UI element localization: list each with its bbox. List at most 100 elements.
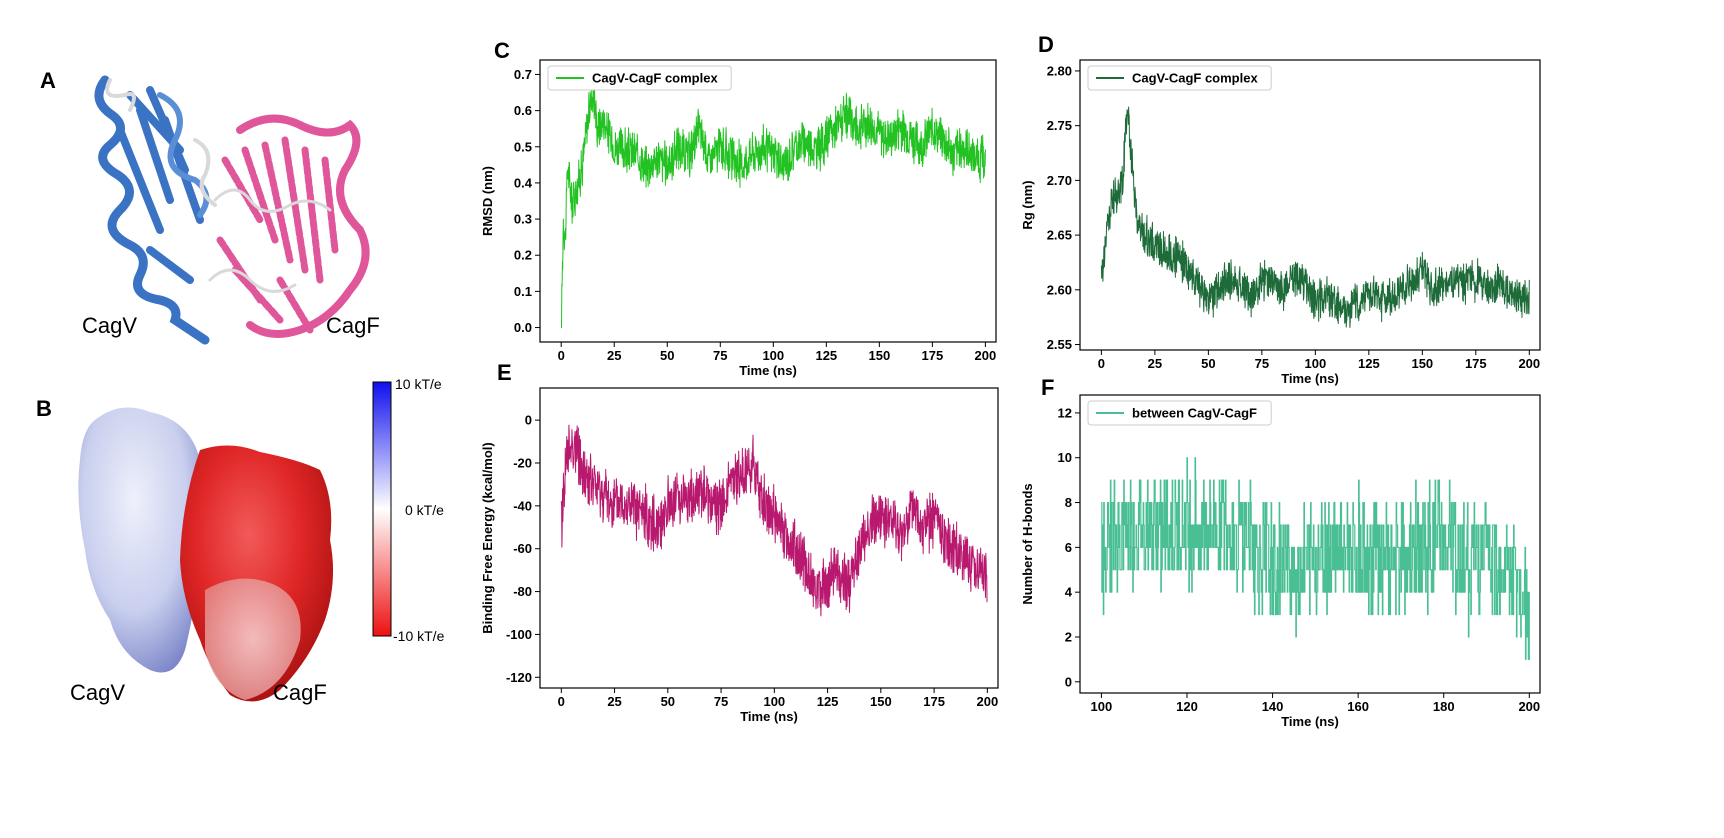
- series-line: [560, 424, 988, 617]
- y-tick-label: 4: [1065, 585, 1073, 600]
- x-tick-label: 150: [870, 694, 892, 709]
- y-tick-label: -40: [513, 498, 532, 513]
- colorbar-mid-label: 0 kT/e: [405, 502, 444, 518]
- x-tick-label: 25: [607, 694, 621, 709]
- panel-label-b: B: [36, 396, 52, 421]
- x-tick-label: 125: [815, 348, 837, 363]
- cagf-ribbon: [208, 114, 370, 338]
- series-line: [1100, 106, 1530, 329]
- x-tick-label: 50: [661, 694, 675, 709]
- panel-b: B CagV CagF 10 kT/e 0 kT/e -10 kT/e: [36, 376, 445, 705]
- y-tick-label: 2.75: [1047, 118, 1072, 133]
- x-tick-label: 75: [714, 694, 728, 709]
- rg-chart: 0 25 50 75 100 125 150 175 200 2.55 2.60 2.65 2.70 2.…: [1020, 59, 1541, 386]
- hbond-chart: 100 120 140 160 180 200 0 2 4 6 8 10 12 Time (ns) Numb…: [1020, 394, 1541, 729]
- x-tick-label: 150: [1411, 356, 1433, 371]
- legend-box: [547, 65, 732, 91]
- y-tick-label: 0: [1065, 674, 1072, 689]
- plot-frame: [539, 59, 997, 343]
- cagf-label-b: CagF: [273, 680, 327, 705]
- panel-label-c: C: [494, 38, 510, 63]
- y-tick-label: 0.5: [514, 139, 532, 154]
- y-tick-label: 6: [1065, 540, 1072, 555]
- legend: CagV-CagF complex: [547, 65, 732, 91]
- x-tick-label: 0: [558, 348, 565, 363]
- colorbar-top-label: 10 kT/e: [395, 376, 442, 392]
- cagv-label-b: CagV: [70, 680, 125, 705]
- panel-label-f: F: [1041, 375, 1054, 400]
- binding-energy-chart: 0 25 50 75 100 125 150 175 200 -120 -100 -80 -60 -40 -…: [480, 387, 999, 724]
- x-tick-label: 150: [868, 348, 890, 363]
- legend-label: CagV-CagF complex: [592, 71, 718, 86]
- x-tick-label: 100: [762, 348, 784, 363]
- x-tick-label: 25: [607, 348, 621, 363]
- x-tick-label: 0: [558, 694, 565, 709]
- x-tick-label: 75: [713, 348, 727, 363]
- panel-label-a: A: [40, 68, 56, 93]
- cagv-label-a: CagV: [82, 313, 137, 338]
- colorbar: [372, 381, 392, 637]
- x-tick-label: 200: [975, 348, 997, 363]
- y-tick-label: 8: [1065, 495, 1072, 510]
- x-axis-label: Time (ns): [740, 709, 798, 724]
- y-tick-label: -120: [506, 670, 532, 685]
- y-tick-label: 0.1: [514, 284, 532, 299]
- x-tick-label: 175: [923, 694, 945, 709]
- x-axis-label: Time (ns): [1281, 371, 1339, 386]
- x-tick-label: 140: [1262, 699, 1284, 714]
- y-tick-label: 0.7: [514, 67, 532, 82]
- cagf-surface-pale: [205, 578, 301, 700]
- y-tick-label: -100: [506, 627, 532, 642]
- plot-frame: [1079, 59, 1541, 351]
- y-axis-label: Rg (nm): [1020, 180, 1035, 229]
- x-tick-label: 180: [1433, 699, 1455, 714]
- y-tick-label: 0.0: [514, 320, 532, 335]
- cagv-ribbon: [94, 75, 217, 345]
- legend-label: between CagV-CagF: [1132, 406, 1257, 421]
- x-tick-label: 50: [660, 348, 674, 363]
- x-tick-label: 100: [1091, 699, 1113, 714]
- x-axis-label: Time (ns): [1281, 714, 1339, 729]
- series-line: [561, 81, 986, 329]
- x-tick-label: 75: [1255, 356, 1269, 371]
- x-tick-label: 100: [763, 694, 785, 709]
- panel-label-d: D: [1038, 32, 1054, 57]
- x-tick-label: 100: [1304, 356, 1326, 371]
- legend-box: [1087, 65, 1272, 91]
- y-axis-label: Number of H-bonds: [1020, 483, 1035, 604]
- legend-box: [1087, 400, 1272, 426]
- y-tick-label: -60: [513, 541, 532, 556]
- y-tick-label: 12: [1058, 405, 1072, 420]
- x-tick-label: 200: [1518, 699, 1540, 714]
- cagf-label-a: CagF: [326, 313, 380, 338]
- y-tick-label: 2.60: [1047, 282, 1072, 297]
- x-tick-label: 125: [817, 694, 839, 709]
- x-tick-label: 200: [976, 694, 998, 709]
- panel-a: A CagV CagF: [40, 68, 380, 345]
- legend-label: CagV-CagF complex: [1132, 71, 1258, 86]
- y-axis-label: RMSD (nm): [480, 166, 495, 236]
- y-tick-label: 0.6: [514, 103, 532, 118]
- y-tick-label: 10: [1058, 450, 1072, 465]
- panel-label-e: E: [497, 360, 512, 385]
- x-tick-label: 50: [1201, 356, 1215, 371]
- colorbar-bottom-label: -10 kT/e: [393, 628, 445, 644]
- series-line: [1101, 457, 1530, 660]
- plot-frame: [539, 387, 999, 689]
- cagv-surface: [78, 407, 203, 673]
- plot-frame: [1079, 394, 1541, 694]
- y-tick-label: -80: [513, 584, 532, 599]
- y-tick-label: 2.70: [1047, 173, 1072, 188]
- x-tick-label: 160: [1347, 699, 1369, 714]
- y-tick-label: 0.4: [514, 175, 533, 190]
- y-tick-label: 2.65: [1047, 228, 1072, 243]
- x-tick-label: 25: [1148, 356, 1162, 371]
- x-tick-label: 125: [1358, 356, 1380, 371]
- legend: CagV-CagF complex: [1087, 65, 1272, 91]
- y-tick-label: 2.80: [1047, 63, 1072, 78]
- y-tick-label: 2: [1065, 629, 1072, 644]
- y-tick-label: -20: [513, 456, 532, 471]
- y-tick-label: 2.55: [1047, 337, 1072, 352]
- x-axis-label: Time (ns): [739, 363, 797, 378]
- y-axis-label: Binding Free Energy (kcal/mol): [480, 442, 495, 633]
